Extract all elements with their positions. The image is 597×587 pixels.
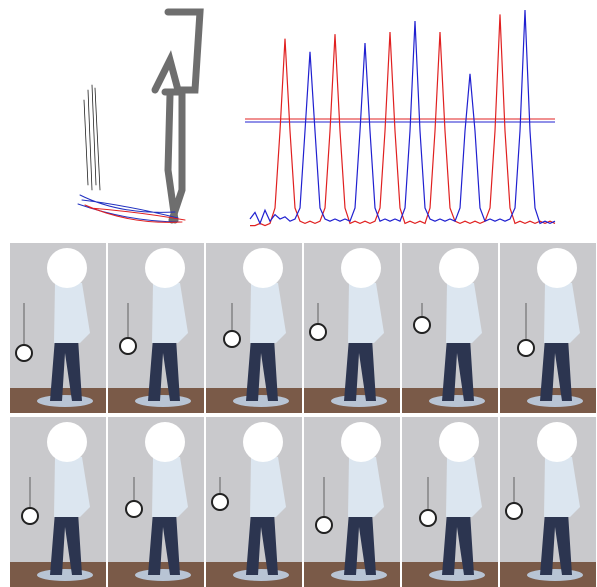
head xyxy=(439,248,479,288)
head xyxy=(537,248,577,288)
head xyxy=(341,422,381,462)
ball xyxy=(126,501,142,517)
figure xyxy=(0,0,597,587)
mat xyxy=(527,395,583,407)
head xyxy=(145,422,185,462)
photo-frame xyxy=(206,417,302,587)
head xyxy=(47,248,87,288)
ball xyxy=(224,331,240,347)
mat xyxy=(429,569,485,581)
ball xyxy=(316,517,332,533)
photo-frames xyxy=(10,243,596,587)
ball xyxy=(22,508,38,524)
mat xyxy=(135,569,191,581)
head xyxy=(341,248,381,288)
mat xyxy=(37,569,93,581)
photo-frame xyxy=(402,417,498,587)
photo-frame xyxy=(304,417,400,587)
ball xyxy=(120,338,136,354)
mat xyxy=(527,569,583,581)
photo-frame xyxy=(304,243,400,413)
stick-figure xyxy=(78,12,200,222)
mat xyxy=(37,395,93,407)
head xyxy=(243,248,283,288)
mat xyxy=(233,395,289,407)
photo-frame xyxy=(500,243,596,413)
ball xyxy=(506,503,522,519)
mat xyxy=(135,395,191,407)
photo-frame xyxy=(10,243,106,413)
photo-frame xyxy=(500,417,596,587)
mat xyxy=(331,569,387,581)
head xyxy=(537,422,577,462)
photo-frame xyxy=(108,243,204,413)
head xyxy=(243,422,283,462)
photo-frame xyxy=(108,417,204,587)
series-line xyxy=(250,14,555,225)
photo-frame xyxy=(10,417,106,587)
mat xyxy=(233,569,289,581)
photo-frame xyxy=(206,243,302,413)
mat xyxy=(429,395,485,407)
photo-frame xyxy=(402,243,498,413)
ball xyxy=(310,324,326,340)
ball xyxy=(16,345,32,361)
ball xyxy=(518,340,534,356)
mat xyxy=(331,395,387,407)
ball xyxy=(212,494,228,510)
head xyxy=(145,248,185,288)
head xyxy=(439,422,479,462)
head xyxy=(47,422,87,462)
ball xyxy=(414,317,430,333)
ball xyxy=(420,510,436,526)
